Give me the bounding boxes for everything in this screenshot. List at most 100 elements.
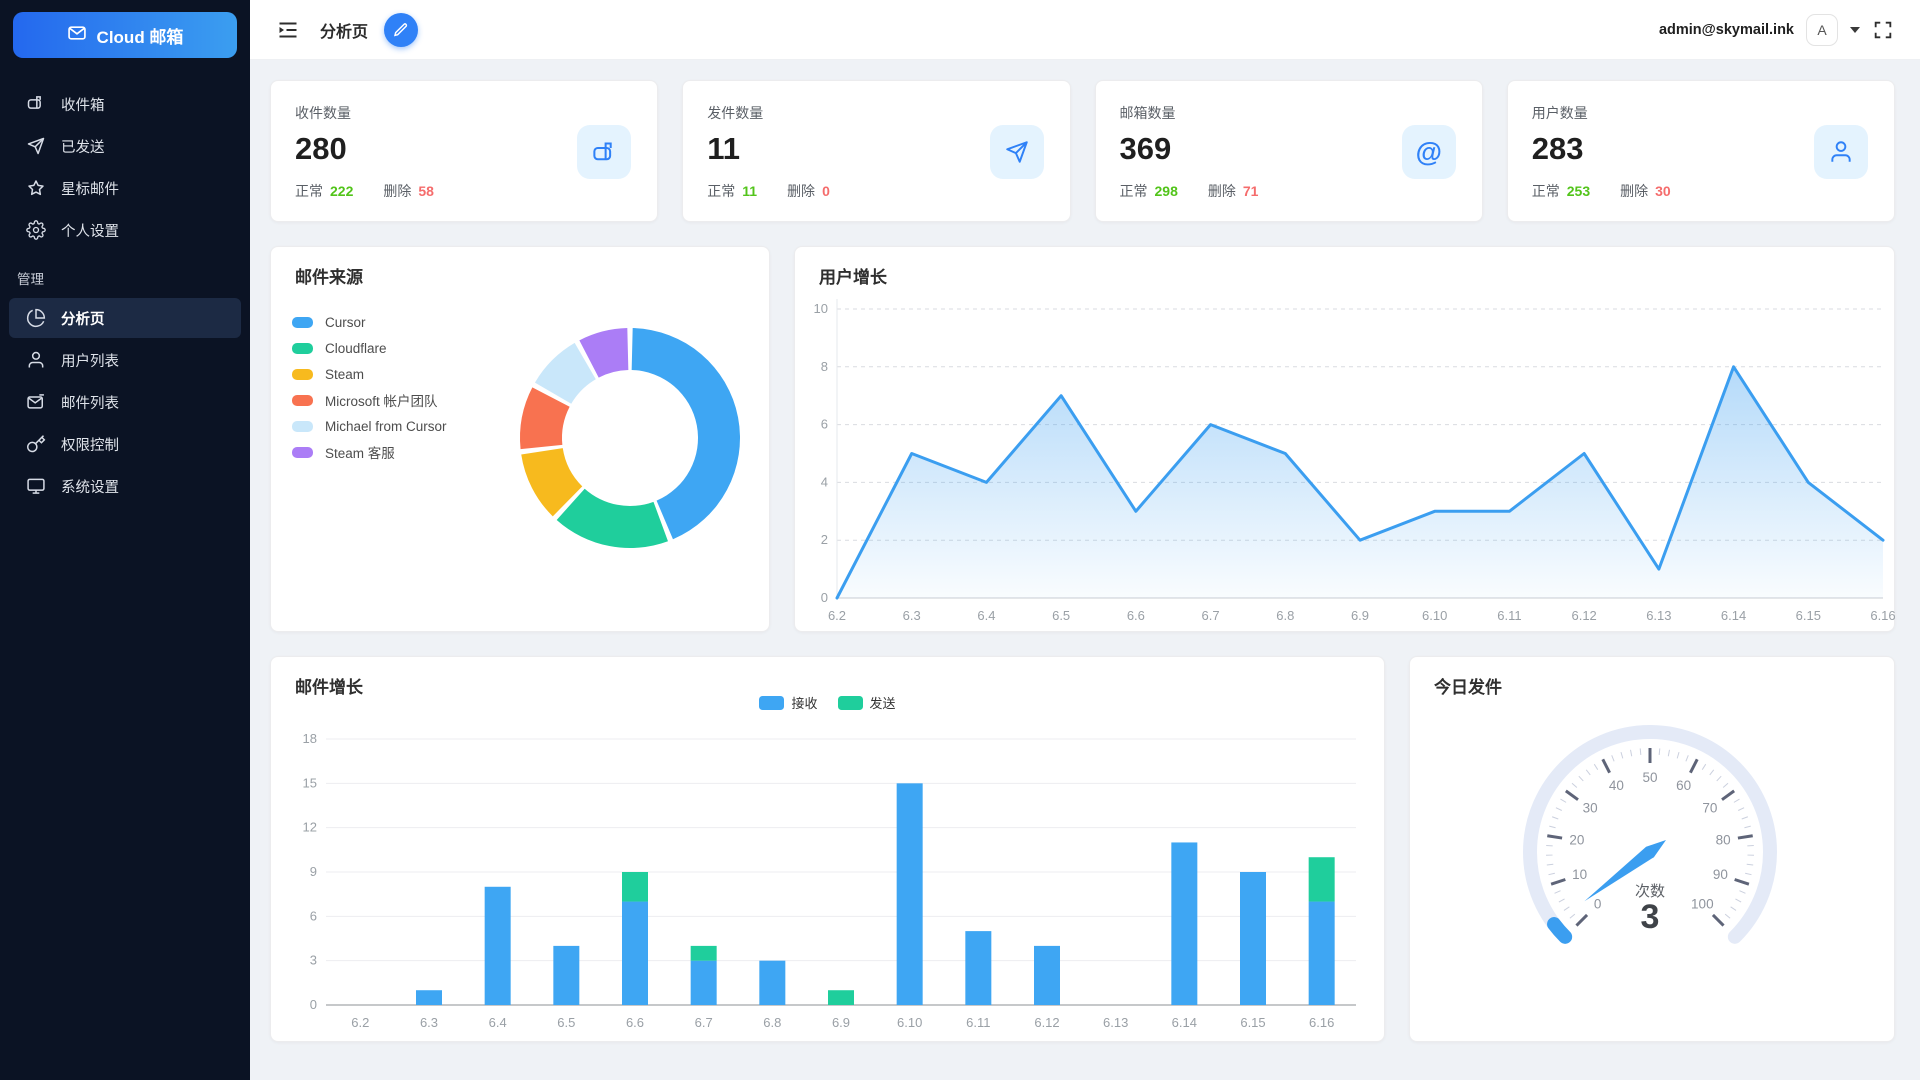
sidebar: Cloud 邮箱 收件箱 已发送 星标邮件 — [0, 0, 250, 1080]
svg-text:6.5: 6.5 — [1052, 608, 1070, 623]
legend-item[interactable]: Microsoft 帐户团队 — [292, 387, 447, 413]
legend-swatch — [292, 368, 313, 380]
donut-segment-4 — [534, 342, 596, 404]
svg-text:6.15: 6.15 — [1796, 608, 1821, 623]
sidebar-item-label: 已发送 — [61, 139, 105, 156]
key-icon — [26, 434, 46, 454]
legend-item[interactable]: Cloudflare — [292, 335, 447, 361]
stat-sub: 正常 298 删除 71 — [1119, 183, 1259, 199]
gauge-track — [1523, 725, 1777, 944]
sidebar-item-system-settings[interactable]: 系统设置 — [9, 466, 241, 506]
legend-item[interactable]: Cursor — [292, 309, 447, 335]
chart-title: 今日发件 — [1434, 678, 1502, 697]
svg-text:6.3: 6.3 — [420, 1015, 438, 1030]
bar-received — [1240, 872, 1266, 1005]
charts-row-2: 邮件增长 接收 发送 0 3 6 9 12 15 18 6.2 6.3 6.4 6.5 6.6 6.7 6… — [270, 656, 1895, 1042]
svg-text:6.11: 6.11 — [966, 1015, 990, 1030]
svg-text:6.16: 6.16 — [1309, 1015, 1334, 1030]
deleted-count: 71 — [1242, 183, 1259, 199]
legend-item[interactable]: Steam — [292, 361, 447, 387]
svg-text:3: 3 — [310, 953, 317, 968]
stat-label: 发件数量 — [707, 105, 764, 121]
svg-text:6.8: 6.8 — [1276, 608, 1294, 623]
legend-swatch — [292, 316, 313, 328]
collapse-menu-icon[interactable] — [276, 17, 302, 43]
gauge-ticks: 0 10 20 30 40 50 60 70 80 90 100 — [1546, 748, 1754, 927]
sidebar-item-starred[interactable]: 星标邮件 — [9, 168, 241, 208]
sent-icon — [26, 136, 46, 156]
stat-value: 369 — [1119, 131, 1172, 166]
pencil-icon — [394, 22, 408, 36]
donut-segment-2 — [521, 448, 583, 517]
sidebar-item-personal-settings[interactable]: 个人设置 — [9, 210, 241, 250]
today-sent-card: 今日发件 0 10 20 30 40 50 60 70 80 90 100 次数 3 — [1409, 656, 1895, 1042]
svg-text:6.9: 6.9 — [1351, 608, 1369, 623]
sidebar-item-mail-list[interactable]: 邮件列表 — [9, 382, 241, 422]
bar-received — [759, 960, 786, 1005]
stat-card-mailbox-count: 邮箱数量 369 正常 298 删除 71 @ — [1094, 80, 1483, 222]
sidebar-item-permissions[interactable]: 权限控制 — [9, 424, 241, 464]
sidebar-item-analytics[interactable]: 分析页 — [9, 298, 241, 338]
legend-item[interactable]: Steam 客服 — [292, 439, 447, 465]
bar-received — [484, 886, 511, 1005]
monitor-icon — [26, 476, 46, 496]
svg-text:6.4: 6.4 — [977, 608, 995, 623]
svg-text:6.11: 6.11 — [1497, 608, 1521, 623]
svg-text:8: 8 — [821, 359, 828, 374]
deleted-count: 30 — [1655, 183, 1671, 199]
stat-card-inbox-count: 收件数量 280 正常 222 删除 58 — [270, 80, 659, 222]
charts-row-1: 邮件来源 Cursor Cloudflare Steam Microsoft 帐… — [270, 246, 1896, 632]
user-email: admin@skymail.ink — [1658, 21, 1794, 38]
legend-swatch — [292, 342, 313, 354]
sidebar-item-inbox[interactable]: 收件箱 — [9, 84, 241, 124]
svg-text:6.6: 6.6 — [1127, 608, 1145, 623]
stat-sub: 正常 11 删除 0 — [707, 183, 830, 199]
svg-text:6.10: 6.10 — [1422, 608, 1447, 623]
stat-cards-row: 收件数量 280 正常 222 删除 58 发件数量 11 正常 11 删除 0 — [270, 80, 1895, 222]
bar-received — [1034, 945, 1060, 1005]
sidebar-item-user-list[interactable]: 用户列表 — [9, 340, 241, 380]
sidebar-item-sent[interactable]: 已发送 — [9, 126, 241, 166]
mail-list-icon — [26, 392, 46, 412]
gauge-value: 3 — [1641, 898, 1660, 936]
svg-text:20: 20 — [1569, 832, 1584, 847]
svg-text:6: 6 — [310, 908, 317, 923]
stat-value: 283 — [1531, 131, 1584, 166]
svg-text:15: 15 — [303, 775, 317, 790]
bar-received — [553, 945, 580, 1005]
donut-segment-1 — [556, 488, 668, 548]
stat-label: 邮箱数量 — [1119, 105, 1176, 121]
legend-item[interactable]: Michael from Cursor — [292, 413, 447, 439]
stat-label: 用户数量 — [1531, 105, 1588, 121]
at-icon: @ — [1401, 125, 1456, 179]
bar-sent — [690, 945, 717, 961]
bar-sent — [1308, 857, 1335, 902]
legend-item[interactable]: 接收 — [759, 693, 818, 712]
avatar[interactable]: A — [1806, 13, 1838, 46]
send-icon — [989, 125, 1044, 179]
fullscreen-icon[interactable] — [1872, 19, 1894, 41]
svg-text:12: 12 — [303, 820, 317, 835]
svg-text:90: 90 — [1713, 867, 1728, 882]
chevron-down-icon[interactable] — [1850, 26, 1860, 33]
mail-growth-card: 邮件增长 接收 发送 0 3 6 9 12 15 18 6.2 6.3 6.4 6.5 6.6 6.7 6… — [270, 656, 1385, 1042]
svg-text:6.14: 6.14 — [1721, 608, 1746, 623]
svg-text:6.16: 6.16 — [1870, 608, 1895, 623]
svg-text:6.8: 6.8 — [763, 1015, 781, 1030]
mail-source-card: 邮件来源 Cursor Cloudflare Steam Microsoft 帐… — [270, 246, 770, 632]
gauge-chart: 0 10 20 30 40 50 60 70 80 90 100 次数3 — [1523, 725, 1777, 944]
deleted-count: 0 — [822, 183, 830, 199]
stat-sub: 正常 253 删除 30 — [1531, 183, 1671, 199]
sidebar-item-label: 权限控制 — [61, 437, 119, 454]
bar-legend: 接收 发送 — [271, 693, 1384, 712]
logo-button[interactable]: Cloud 邮箱 — [13, 12, 237, 58]
series-line — [835, 365, 1885, 600]
legend-item[interactable]: 发送 — [837, 693, 896, 712]
chart-title: 用户增长 — [819, 268, 887, 287]
bar-sent — [622, 872, 648, 902]
svg-text:6.10: 6.10 — [897, 1015, 922, 1030]
sidebar-menu: 收件箱 已发送 星标邮件 个人设置 管理 — [0, 68, 250, 508]
bar-received — [1308, 901, 1335, 1005]
edit-button[interactable] — [384, 12, 419, 47]
sidebar-item-label: 分析页 — [61, 311, 105, 328]
